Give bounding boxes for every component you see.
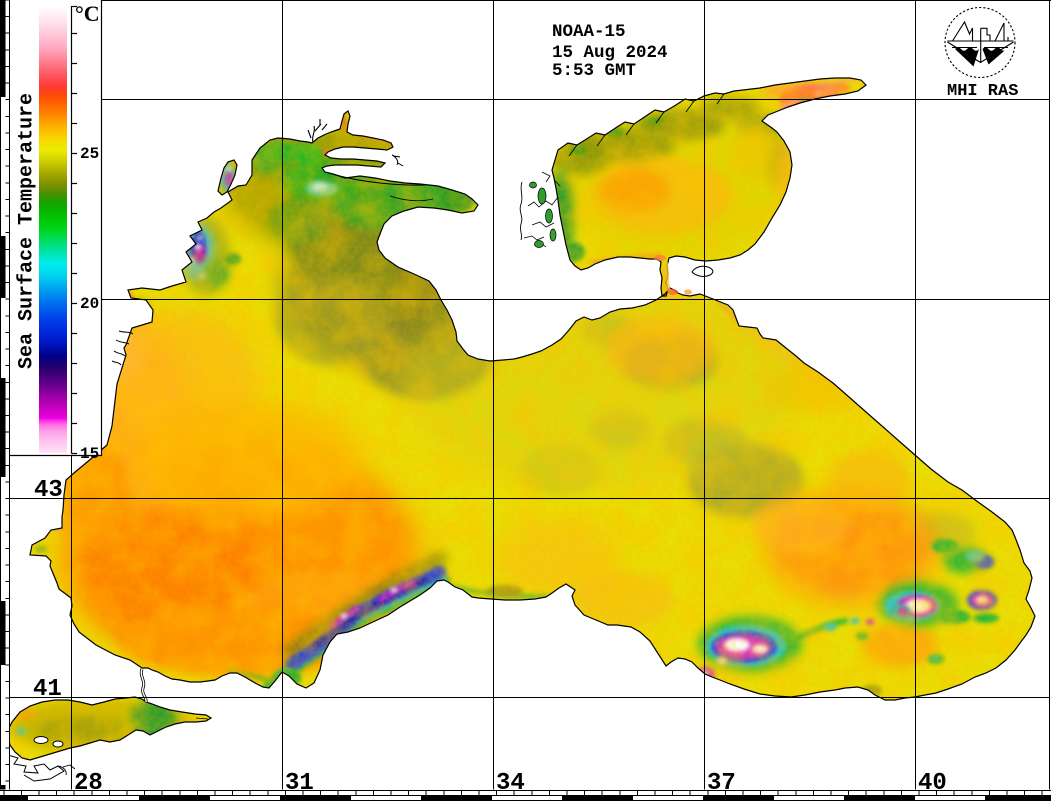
- svg-text:15 Aug 2024: 15 Aug 2024: [552, 43, 668, 63]
- svg-text:NOAA-15: NOAA-15: [552, 22, 626, 42]
- svg-text:Sea Surface Temperature: Sea Surface Temperature: [16, 93, 39, 369]
- svg-text:40: 40: [918, 770, 947, 797]
- svg-text:31: 31: [285, 770, 314, 797]
- svg-text:20: 20: [80, 295, 99, 313]
- svg-text:25: 25: [80, 145, 99, 163]
- svg-text:43: 43: [34, 477, 63, 504]
- svg-text:°C: °C: [75, 1, 100, 26]
- svg-text:5:53 GMT: 5:53 GMT: [552, 61, 636, 81]
- svg-text:15: 15: [80, 445, 99, 463]
- svg-text:34: 34: [496, 770, 525, 797]
- svg-text:41: 41: [33, 676, 62, 703]
- svg-text:28: 28: [74, 770, 103, 797]
- svg-text:37: 37: [707, 770, 736, 797]
- svg-text:MHI RAS: MHI RAS: [947, 82, 1018, 101]
